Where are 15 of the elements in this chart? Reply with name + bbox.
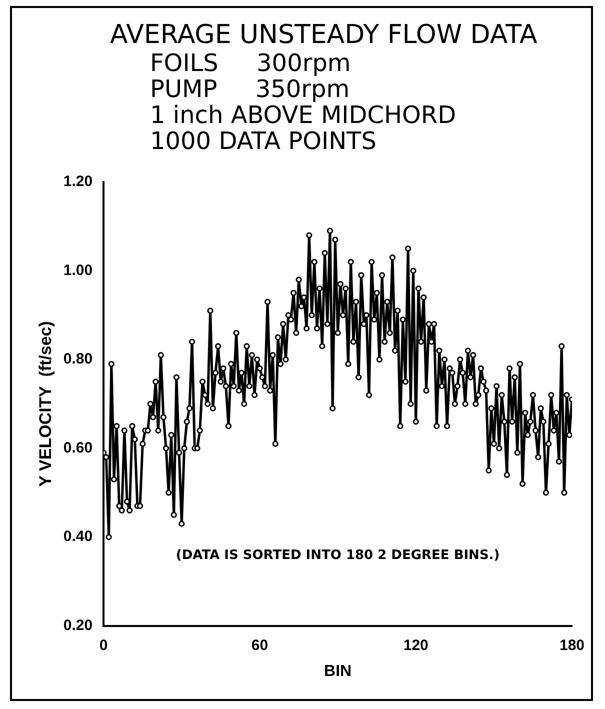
y-tick-label: 0.40	[63, 528, 93, 546]
x-tick-label: 180	[559, 636, 585, 654]
y-tick-label: 0.60	[63, 439, 93, 456]
x-tick-label: 120	[403, 636, 428, 654]
x-tick-label: 0	[99, 636, 108, 654]
x-axis-title: BIN	[324, 662, 352, 680]
y-axis-title: Y VELOCITY (ft/sec)	[36, 321, 55, 487]
y-tick-label: 0.80	[63, 350, 93, 368]
y-tick-label: 1.20	[63, 173, 93, 190]
chart-subtitle: FOILS 300rpm PUMP 350rpm 1 inch ABOVE MIDCHORD 1000 DATA POINTS	[150, 49, 456, 155]
y-tick-label: 1.00	[63, 262, 93, 279]
x-tick-label: 60	[251, 636, 268, 654]
chart-title: AVERAGE UNSTEADY FLOW DATA	[110, 20, 538, 50]
y-tick-label: 0.20	[63, 616, 93, 634]
annotation: (DATA IS SORTED INTO 180 2 DEGREE BINS.)	[176, 548, 500, 564]
